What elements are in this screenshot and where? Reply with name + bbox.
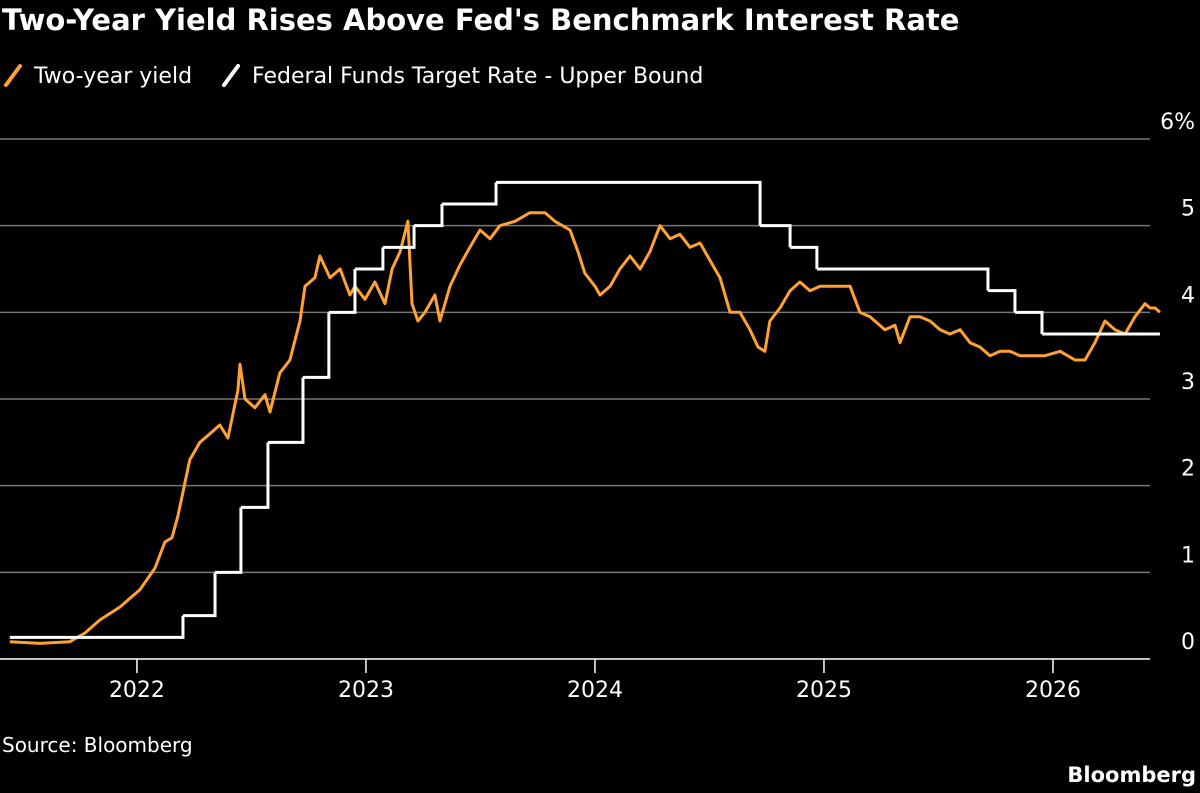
rate-step [816, 267, 990, 291]
rate-step [414, 204, 444, 228]
rate-step [302, 312, 331, 379]
y-tick-label: 2 [1181, 457, 1195, 482]
rate-step [182, 572, 217, 618]
y-tick-label: 0 [1181, 630, 1195, 655]
source: Source: Bloomberg [2, 733, 193, 757]
rate-step [987, 289, 1017, 313]
legend-label: Federal Funds Target Rate - Upper Bound [252, 64, 703, 89]
rate-step [760, 224, 792, 248]
yield-line [9, 211, 1161, 645]
x-tick-label: 2025 [796, 678, 852, 703]
rate-step [215, 507, 243, 574]
rate-step [1014, 310, 1044, 334]
y-tick-label: 5 [1181, 197, 1195, 222]
rate-step [267, 377, 305, 444]
x-tick-label: 2026 [1025, 678, 1081, 703]
rate-step [354, 247, 385, 271]
legend-label: Two-year yield [33, 64, 192, 89]
x-tick-label: 2022 [109, 678, 165, 703]
rate-step [790, 245, 819, 269]
legend-swatch [4, 64, 22, 87]
rate-step [496, 180, 762, 226]
rate-step [9, 615, 185, 639]
y-tick-label: 3 [1181, 370, 1195, 395]
legend: Two-year yield Federal Funds Target Rate … [4, 64, 703, 89]
x-tick-label: 2023 [338, 678, 394, 703]
brand: Bloomberg [1067, 763, 1196, 787]
x-tick-label: 2024 [567, 678, 623, 703]
y-tick-label: 4 [1181, 283, 1195, 308]
chart-title: Two-Year Yield Rises Above Fed's Benchma… [2, 3, 959, 37]
rate-step [382, 225, 416, 249]
rate-step [328, 269, 357, 314]
rate-step [240, 442, 270, 509]
rate-step [441, 182, 498, 206]
y-tick-label: 6% [1160, 110, 1195, 135]
y-tick-label: 1 [1181, 543, 1195, 568]
legend-swatch [222, 64, 241, 87]
